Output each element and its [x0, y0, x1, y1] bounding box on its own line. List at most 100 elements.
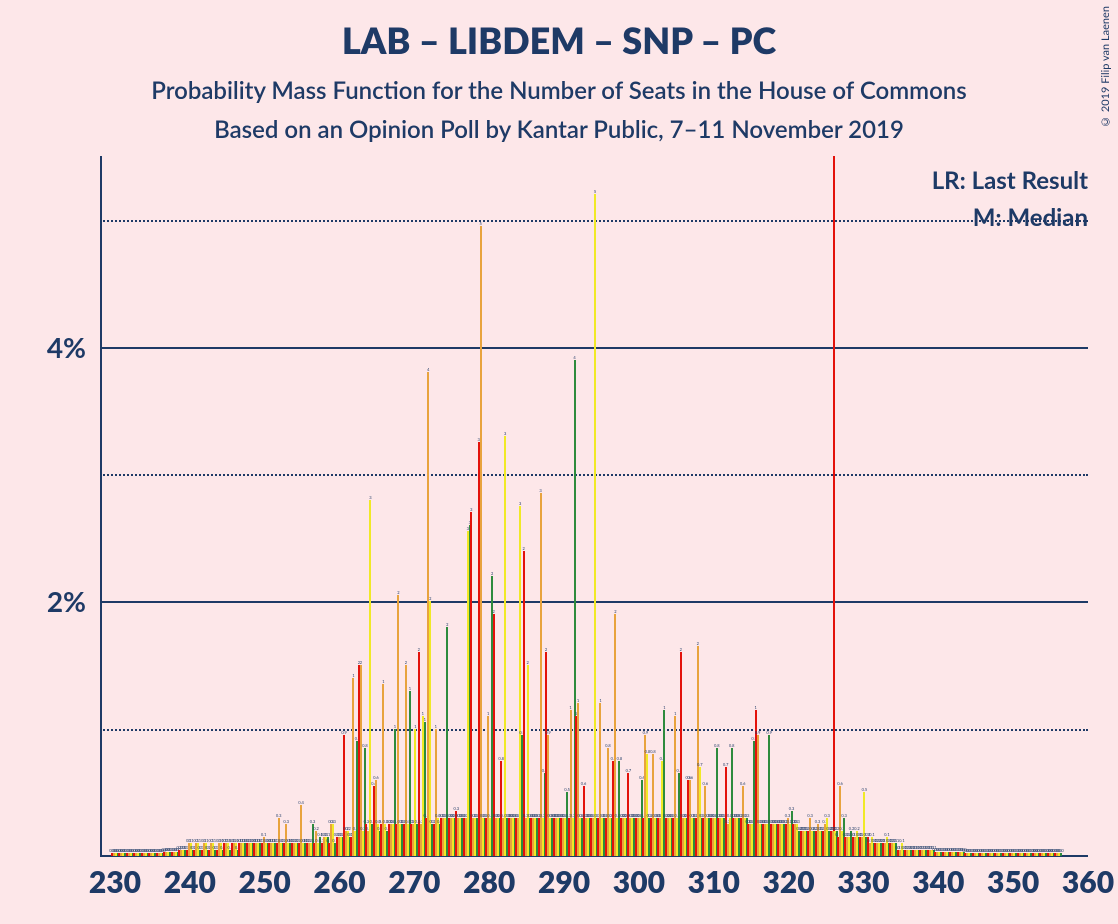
bar-label: 2	[697, 641, 699, 646]
bar-label: 1	[414, 724, 416, 729]
bar: 0.0	[1060, 853, 1062, 856]
bar-label: 0.3	[785, 813, 791, 818]
x-tick-label: 340	[912, 856, 964, 900]
bar-label: 0.8	[617, 756, 623, 761]
bar-label: 1	[569, 705, 571, 710]
bar-label: 0.6	[740, 781, 746, 786]
bar-label: 0.3	[283, 819, 289, 824]
bar-label: 0.1	[869, 832, 875, 837]
bar-label: 3	[470, 507, 472, 512]
bar-label: 5	[480, 221, 482, 226]
bar-label: 0.0	[1058, 848, 1064, 853]
bar-label: 1	[424, 717, 426, 722]
bar-label: 2	[680, 647, 682, 652]
bar-label: 0.3	[310, 819, 316, 824]
x-tick-label: 330	[837, 856, 889, 900]
bar-label: 0.3	[841, 813, 847, 818]
bar-label: 3	[369, 495, 371, 500]
x-tick-label: 250	[239, 856, 291, 900]
x-tick-label: 290	[538, 856, 590, 900]
bar-label: 0.8	[714, 743, 720, 748]
bar-label: 0.3	[744, 813, 750, 818]
bar-label: 2	[397, 590, 399, 595]
bar-label: 2	[493, 609, 495, 614]
x-tick-label: 270	[388, 856, 440, 900]
bar-label: 1	[599, 698, 601, 703]
bar-label: 0.2	[313, 826, 319, 831]
bar-label: 0.3	[815, 819, 821, 824]
bar-label: 1	[487, 711, 489, 716]
bar-label: 1	[409, 686, 411, 691]
chart-subtitle-2: Based on an Opinion Poll by Kantar Publi…	[0, 105, 1118, 144]
bar-label: 0.8	[729, 743, 735, 748]
bar-label: 0.9	[545, 730, 551, 735]
bar-label: 0.9	[643, 730, 649, 735]
bar-label: 2	[614, 609, 616, 614]
bar-label: 1	[754, 705, 756, 710]
x-tick-label: 280	[463, 856, 515, 900]
bar-label: 2	[405, 660, 407, 665]
bar-label: 0.2	[854, 826, 860, 831]
bar-label: 1	[422, 711, 424, 716]
bar-label: 0.6	[688, 775, 694, 780]
bar-label: 2	[429, 596, 431, 601]
chart-plot-area: LR: Last Result M: Median 2%4%2302402502…	[100, 156, 1088, 856]
bar-label: 0.3	[276, 813, 282, 818]
bar: 2	[397, 595, 399, 856]
bar: 3	[504, 436, 506, 856]
legend-last-result: LR: Last Result	[932, 166, 1088, 195]
bar-label: 0.7	[723, 762, 729, 767]
median-line	[833, 156, 835, 856]
bar-label: 0.3	[364, 819, 370, 824]
bar: 2	[523, 551, 525, 856]
bar-label: 0.8	[605, 743, 611, 748]
bar-label: 1	[663, 705, 665, 710]
y-axis	[100, 156, 102, 856]
bar: 3	[540, 493, 542, 856]
bar-label: 0.9	[341, 730, 347, 735]
legend-median: M: Median	[932, 203, 1088, 232]
bar-label: 0.7	[626, 768, 632, 773]
bar-label: 0.2	[345, 826, 351, 831]
bar-label: 0.8	[498, 756, 504, 761]
x-tick-label: 300	[613, 856, 665, 900]
x-tick-label: 240	[164, 856, 216, 900]
bar-label: 0.3	[824, 813, 830, 818]
x-tick-label: 230	[89, 856, 141, 900]
bar-label: 3	[519, 501, 521, 506]
x-tick-label: 320	[762, 856, 814, 900]
bar-label: 2	[526, 660, 528, 665]
bar-label: 1	[382, 679, 384, 684]
bar-label: 0.3	[330, 819, 336, 824]
bar-label: 0.8	[650, 749, 656, 754]
bar-label: 0.5	[862, 787, 868, 792]
bar: 2	[429, 601, 431, 856]
x-tick-label: 260	[313, 856, 365, 900]
x-tick-label: 350	[987, 856, 1039, 900]
bar-label: 2	[545, 647, 547, 652]
bar-label: 0.9	[755, 730, 761, 735]
bar-label: 1	[435, 724, 437, 729]
bar-label: 1	[394, 724, 396, 729]
bar-label: 2	[446, 622, 448, 627]
y-tick-label: 2%	[47, 584, 100, 618]
bar-label: 0.6	[581, 781, 587, 786]
bar-label: 2	[522, 546, 524, 551]
bar-label: 0.3	[807, 813, 813, 818]
bar-label: 0.8	[362, 743, 368, 748]
chart-subtitle-1: Probability Mass Function for the Number…	[0, 62, 1118, 105]
bar-label: 2	[491, 571, 493, 576]
bar-label: 1	[674, 711, 676, 716]
copyright-text: © 2019 Filip van Laenen	[1099, 6, 1112, 128]
bar-label: 0.6	[702, 781, 708, 786]
bar-label: 3	[539, 488, 541, 493]
bar-label: 0.3	[453, 806, 459, 811]
bar-label: 3	[504, 431, 506, 436]
bar: 5	[480, 226, 482, 856]
x-tick-label: 310	[688, 856, 740, 900]
bar-label: 5	[594, 189, 596, 194]
bar-label: 0.4	[298, 800, 304, 805]
bar-label: 0.1	[261, 832, 267, 837]
bar-label: 2	[360, 660, 362, 665]
bar-label: 1	[577, 698, 579, 703]
